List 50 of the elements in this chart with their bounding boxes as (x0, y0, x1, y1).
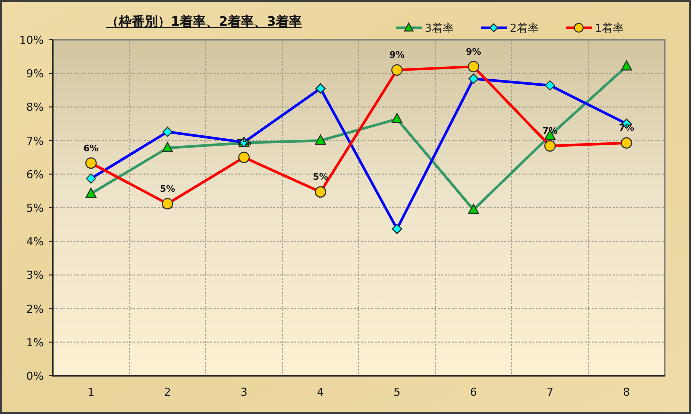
legend-label: 1着率 (595, 22, 624, 35)
point (468, 204, 480, 214)
point (162, 142, 174, 152)
data-label: 6% (84, 144, 99, 154)
data-label: 7% (619, 124, 634, 134)
x-tick-label: 4 (317, 386, 324, 399)
chart-title: （枠番別）1着率、2着率、3着率 (106, 14, 302, 30)
x-tick-label: 2 (164, 386, 172, 399)
data-label: 7% (236, 138, 252, 149)
point (621, 137, 632, 149)
data-label: 9% (466, 48, 482, 58)
point (392, 224, 402, 234)
y-tick-label: 7% (26, 134, 44, 148)
point (621, 60, 632, 71)
point (162, 198, 174, 210)
y-tick-label: 9% (26, 68, 44, 81)
y-tick-label: 2% (26, 302, 44, 316)
x-tick-label: 7 (546, 386, 554, 399)
data-label: 5% (160, 184, 176, 195)
legend-label: 2着率 (510, 22, 539, 35)
point (162, 126, 173, 138)
y-tick-label: 1% (26, 336, 44, 350)
y-tick-label: 10% (20, 34, 44, 47)
point (316, 84, 326, 94)
x-tick-label: 6 (470, 386, 478, 399)
x-tick-label: 8 (623, 386, 630, 399)
legend-label: 3着率 (425, 22, 454, 35)
point (86, 158, 97, 170)
data-label: 9% (390, 51, 405, 62)
point (392, 113, 403, 124)
point (86, 174, 96, 184)
y-tick-label: 4% (26, 236, 44, 249)
data-label: 5% (313, 173, 328, 184)
point (392, 64, 403, 76)
y-tick-label: 3% (26, 269, 44, 282)
point (315, 186, 326, 198)
y-tick-label: 0% (26, 370, 44, 383)
point (468, 74, 479, 84)
point (544, 140, 556, 152)
x-tick-label: 1 (88, 386, 95, 399)
point (315, 134, 326, 146)
point (238, 152, 250, 164)
point (86, 188, 97, 198)
point (545, 80, 556, 91)
point (468, 61, 480, 73)
y-tick-label: 6% (26, 168, 44, 182)
x-tick-label: 5 (394, 386, 401, 399)
x-tick-label: 3 (240, 386, 248, 399)
y-tick-label: 5% (26, 202, 44, 215)
y-tick-label: 8% (26, 101, 44, 114)
